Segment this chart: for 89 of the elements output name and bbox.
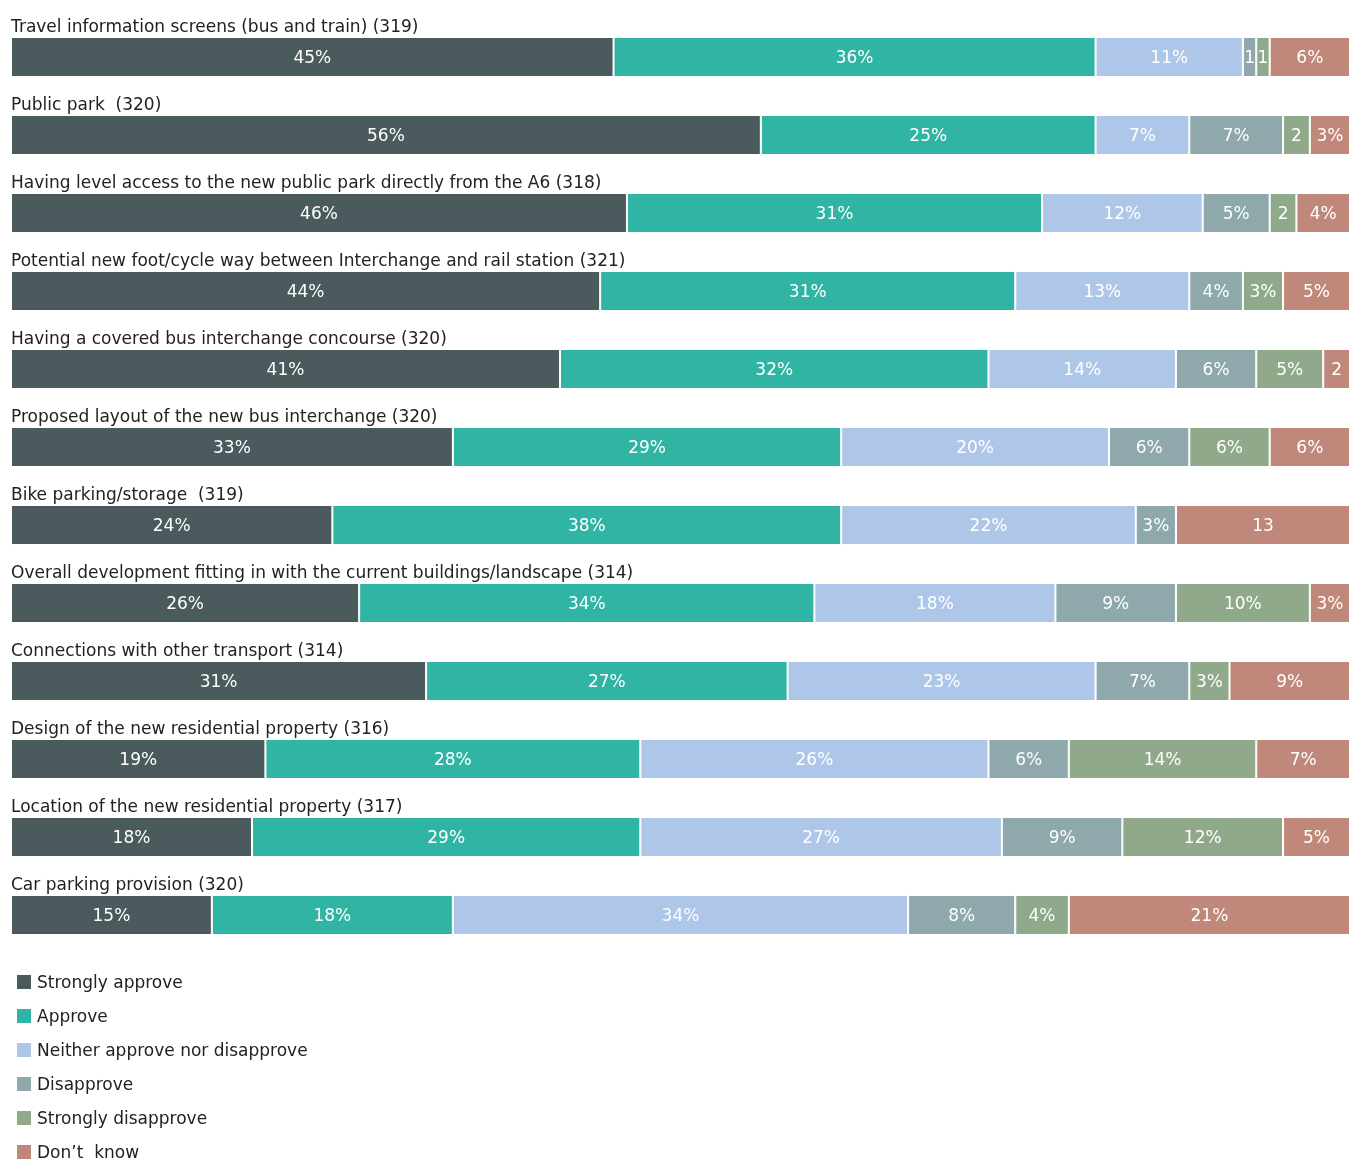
data-label: 3% — [1316, 593, 1344, 613]
data-label: 6% — [1202, 359, 1230, 379]
data-label: 4% — [1202, 281, 1230, 301]
data-label: 31% — [199, 671, 238, 691]
data-label: 20% — [956, 437, 994, 457]
data-label: 27% — [587, 671, 626, 691]
data-label: 15% — [92, 905, 131, 925]
data-label: 6% — [1015, 749, 1043, 769]
data-label: 34% — [661, 905, 700, 925]
data-label: 3% — [1316, 125, 1344, 145]
y-tick-label: Having level access to the new public park directly from the A6 (318) — [11, 171, 602, 192]
data-label: 4% — [1028, 905, 1056, 925]
data-label: 12% — [1183, 827, 1222, 847]
data-label: 9% — [1102, 593, 1130, 613]
data-label: 14% — [1063, 359, 1102, 379]
data-label: 6% — [1296, 437, 1324, 457]
y-tick-label: Proposed layout of the new bus interchange (320) — [11, 405, 438, 426]
data-label: 46% — [300, 203, 338, 223]
data-label: 44% — [286, 281, 325, 301]
data-label: 1 — [1244, 47, 1255, 67]
data-label: 3% — [1195, 671, 1223, 691]
data-label: 5% — [1276, 359, 1304, 379]
data-label: 26% — [166, 593, 204, 613]
data-label: 24% — [152, 515, 191, 535]
y-tick-label: Public park (320) — [11, 93, 162, 114]
data-label: 5% — [1222, 203, 1250, 223]
data-label: 22% — [969, 515, 1008, 535]
data-label: 56% — [367, 125, 405, 145]
legend-label: Neither approve nor disapprove — [37, 1040, 308, 1060]
data-label: 34% — [567, 593, 606, 613]
data-label: 9% — [1276, 671, 1304, 691]
data-label: 2 — [1331, 359, 1343, 379]
data-label: 31% — [815, 203, 854, 223]
data-label: 33% — [213, 437, 251, 457]
data-label: 18% — [916, 593, 954, 613]
data-label: 41% — [266, 359, 305, 379]
y-tick-label: Car parking provision (320) — [11, 873, 244, 894]
legend-label: Strongly approve — [37, 972, 183, 992]
data-label: 19% — [119, 749, 158, 769]
data-label: 13 — [1252, 515, 1274, 535]
data-label: 12% — [1103, 203, 1142, 223]
legend-label: Approve — [37, 1006, 108, 1026]
data-label: 14% — [1143, 749, 1182, 769]
data-label: 7% — [1128, 125, 1156, 145]
data-label: 2 — [1277, 203, 1289, 223]
y-tick-label: Potential new foot/cycle way between Interchange and rail station (321) — [11, 249, 626, 270]
data-label: 21% — [1190, 905, 1229, 925]
data-label: 6% — [1216, 437, 1243, 457]
data-label: 8% — [948, 905, 976, 925]
data-label: 23% — [922, 671, 961, 691]
legend-label: Strongly disapprove — [37, 1108, 208, 1128]
data-label: 1 — [1257, 47, 1269, 67]
y-tick-label: Bike parking/storage (319) — [11, 483, 244, 504]
data-label: 18% — [313, 905, 352, 925]
data-label: 7% — [1289, 749, 1317, 769]
data-label: 2 — [1291, 125, 1302, 145]
data-label: 10% — [1223, 593, 1262, 613]
data-label: 11% — [1150, 47, 1189, 67]
y-tick-label: Design of the new residential property (316) — [11, 717, 390, 738]
data-label: 5% — [1303, 281, 1331, 301]
data-label: 7% — [1222, 125, 1250, 145]
data-label: 6% — [1296, 47, 1324, 67]
data-label: 18% — [112, 827, 151, 847]
data-label: 25% — [909, 125, 948, 145]
y-tick-label: Overall development fitting in with the current buildings/landscape (314) — [11, 561, 634, 582]
data-label: 13% — [1083, 281, 1122, 301]
data-label: 36% — [835, 47, 874, 67]
data-label: 29% — [628, 437, 666, 457]
y-tick-label: Connections with other transport (314) — [11, 639, 344, 660]
data-label: 29% — [427, 827, 466, 847]
y-tick-label: Travel information screens (bus and train) (319) — [10, 15, 419, 36]
data-label: 4% — [1309, 203, 1337, 223]
data-label: 28% — [433, 749, 472, 769]
data-label: 32% — [755, 359, 794, 379]
data-label: 7% — [1128, 671, 1156, 691]
data-label: 38% — [567, 515, 606, 535]
data-label: 31% — [788, 281, 827, 301]
data-label: 27% — [802, 827, 840, 847]
data-label: 26% — [795, 749, 834, 769]
data-label: 9% — [1048, 827, 1076, 847]
legend-label: Disapprove — [37, 1074, 134, 1094]
legend-label: Don’t know — [37, 1142, 140, 1162]
data-label: 3% — [1142, 515, 1170, 535]
data-label: 3% — [1249, 281, 1277, 301]
y-tick-label: Having a covered bus interchange concourse (320) — [11, 327, 447, 348]
data-label: 6% — [1135, 437, 1163, 457]
data-label: 5% — [1303, 827, 1331, 847]
data-label: 45% — [293, 47, 332, 67]
y-tick-label: Location of the new residential property (317) — [11, 795, 403, 816]
